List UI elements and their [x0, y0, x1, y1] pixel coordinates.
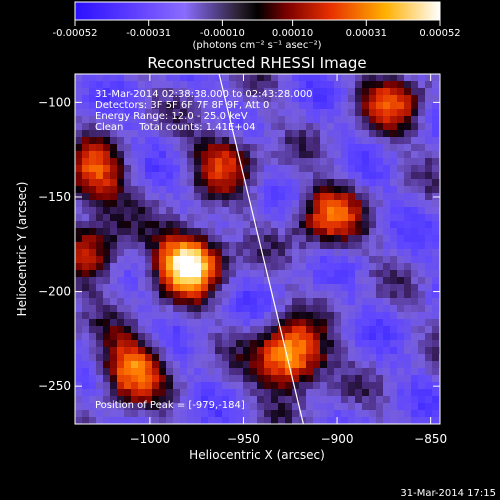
annotation-energy: Energy Range: 12.0 - 25.0 keV [95, 111, 248, 122]
limb-line [218, 74, 304, 424]
y-tick-label: −250 [38, 379, 71, 393]
colorbar-tick-label: -0.00010 [200, 28, 245, 39]
plot-title: Reconstructed RHESSI Image [147, 54, 366, 72]
colorbar-tick-label: 0.00052 [419, 28, 460, 39]
colorbar-tick-label: 0.00010 [272, 28, 313, 39]
x-axis-label: Heliocentric X (arcsec) [189, 448, 325, 462]
y-tick-label: −100 [38, 95, 71, 109]
colorbar-tick-label: -0.00052 [53, 28, 98, 39]
x-tick-label: −850 [414, 432, 447, 446]
annotation-counts: Clean Total counts: 1.41E+04 [95, 122, 255, 133]
heatmap-image [75, 74, 440, 424]
y-tick-label: −150 [38, 190, 71, 204]
colorbar-tick-label: -0.00031 [126, 28, 171, 39]
x-tick-label: −1000 [130, 432, 171, 446]
plot-frame [74, 73, 441, 425]
annotation-time-range: 31-Mar-2014 02:38:38.000 to 02:43:28.000 [95, 89, 313, 100]
x-tick-label: −950 [227, 432, 260, 446]
y-axis-ticks: −100 −150 −200 −250 [38, 95, 440, 393]
colorbar-tick-label: 0.00031 [346, 28, 387, 39]
colorbar [74, 1, 441, 21]
x-tick-label: −900 [321, 432, 354, 446]
colorbar-unit: (photons cm⁻² s⁻¹ asec⁻²) [192, 40, 321, 51]
y-axis-label: Heliocentric Y (arcsec) [15, 182, 29, 317]
annotation-detectors: Detectors: 3F 5F 6F 7F 8F 9F, Att 0 [95, 100, 269, 111]
x-axis-ticks: −1000 −950 −900 −850 [130, 74, 447, 446]
colorbar-ticks: -0.00052 -0.00031 -0.00010 0.00010 0.00031 0.… [53, 20, 461, 39]
annotation-peak: Position of Peak = [-979,-184] [95, 400, 245, 411]
y-tick-label: −200 [38, 285, 71, 299]
footer-timestamp: 31-Mar-2014 17:15 [400, 488, 496, 499]
